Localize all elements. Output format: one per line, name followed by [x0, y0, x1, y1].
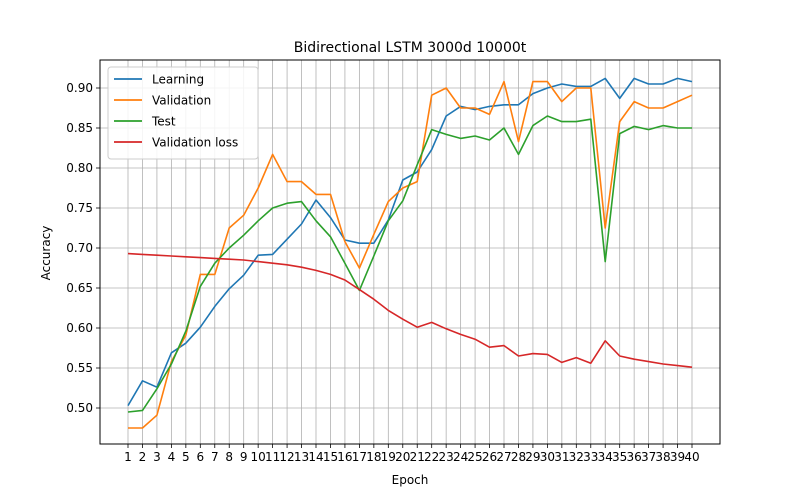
- y-tick-label: 0.50: [66, 401, 93, 415]
- x-tick-label: 1: [124, 450, 132, 464]
- x-tick-label: 2: [139, 450, 147, 464]
- y-tick-label: 0.90: [66, 81, 93, 95]
- x-tick-label: 31: [554, 450, 569, 464]
- legend-label-learning: Learning: [152, 73, 204, 87]
- x-tick-label: 27: [496, 450, 511, 464]
- x-tick-label: 22: [424, 450, 439, 464]
- series-layer: [127, 77, 693, 429]
- x-tick-label: 11: [265, 450, 280, 464]
- series-line-learning: [127, 77, 693, 407]
- x-tick-label: 37: [641, 450, 656, 464]
- x-tick-label: 38: [655, 450, 670, 464]
- x-tick-label: 20: [395, 450, 410, 464]
- x-tick-label: 35: [612, 450, 627, 464]
- legend-label-test: Test: [151, 115, 176, 129]
- x-tick-label: 28: [511, 450, 526, 464]
- y-tick-label: 0.55: [66, 361, 93, 375]
- x-tick-label: 18: [366, 450, 381, 464]
- x-tick-label: 25: [467, 450, 482, 464]
- x-tick-label: 39: [670, 450, 685, 464]
- series-line-validation-loss: [127, 252, 693, 368]
- x-tick-label: 5: [182, 450, 190, 464]
- y-tick-label: 0.65: [66, 281, 93, 295]
- y-axis-label: Accuracy: [39, 226, 53, 281]
- x-tick-label: 40: [684, 450, 699, 464]
- x-tick-label: 19: [381, 450, 396, 464]
- x-tick-label: 16: [337, 450, 352, 464]
- x-tick-label: 26: [482, 450, 497, 464]
- y-tick-label: 0.80: [66, 161, 93, 175]
- y-tick-label: 0.75: [66, 201, 93, 215]
- x-tick-label: 30: [540, 450, 555, 464]
- x-axis-label: Epoch: [392, 473, 429, 487]
- x-tick-label: 9: [240, 450, 248, 464]
- y-axis-ticks: 0.50 0.55 0.60 0.65 0.70 0.75 0.80 0.85 0.90: [66, 81, 100, 415]
- x-tick-label: 7: [211, 450, 219, 464]
- x-tick-label: 32: [569, 450, 584, 464]
- x-tick-label: 14: [308, 450, 323, 464]
- axes-frame: [99, 59, 721, 445]
- x-tick-label: 24: [453, 450, 468, 464]
- legend-label-validation: Validation: [152, 94, 211, 108]
- x-tick-label: 12: [279, 450, 294, 464]
- x-axis-ticks: 1 2 3 4 5 6 7 8 9 10 11 12 13 14 15 16 17 18 19 20 21 22 23 24 2…: [124, 444, 700, 464]
- x-tick-label: 33: [583, 450, 598, 464]
- legend-label-validation-loss: Validation loss: [152, 136, 238, 150]
- x-tick-label: 36: [627, 450, 642, 464]
- x-tick-label: 34: [598, 450, 613, 464]
- legend: Learning Validation Test Validation loss: [107, 66, 259, 160]
- x-tick-label: 6: [196, 450, 204, 464]
- y-tick-label: 0.85: [66, 121, 93, 135]
- x-tick-label: 3: [153, 450, 161, 464]
- x-tick-label: 10: [251, 450, 266, 464]
- y-tick-label: 0.70: [66, 241, 93, 255]
- y-tick-label: 0.60: [66, 321, 93, 335]
- x-tick-label: 21: [410, 450, 425, 464]
- x-tick-label: 23: [439, 450, 454, 464]
- series-line-test: [127, 115, 692, 413]
- legend-box: [107, 66, 259, 160]
- x-tick-label: 4: [168, 450, 176, 464]
- chart-title: Bidirectional LSTM 3000d 10000t: [294, 40, 527, 56]
- x-tick-label: 13: [294, 450, 309, 464]
- x-tick-label: 29: [525, 450, 540, 464]
- x-tick-label: 8: [225, 450, 233, 464]
- x-tick-label: 15: [323, 450, 338, 464]
- x-tick-label: 17: [352, 450, 367, 464]
